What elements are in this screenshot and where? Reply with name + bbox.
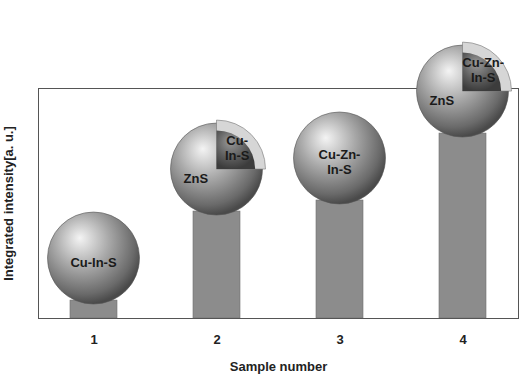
svg-text:Cu-In-S: Cu-In-S xyxy=(70,255,117,270)
svg-text:Cu-Zn-In-S: Cu-Zn-In-S xyxy=(462,55,504,85)
svg-text:ZnS: ZnS xyxy=(184,171,209,186)
svg-text:1: 1 xyxy=(90,332,97,347)
svg-text:3: 3 xyxy=(336,332,343,347)
svg-text:2: 2 xyxy=(213,332,220,347)
svg-text:Sample number: Sample number xyxy=(230,359,328,374)
svg-text:ZnS: ZnS xyxy=(430,93,455,108)
svg-text:Integrated intensity[a. u.]: Integrated intensity[a. u.] xyxy=(1,126,16,281)
svg-text:Cu-In-S: Cu-In-S xyxy=(225,133,250,163)
svg-text:Cu-Zn-In-S: Cu-Zn-In-S xyxy=(319,147,361,177)
svg-text:4: 4 xyxy=(459,332,467,347)
